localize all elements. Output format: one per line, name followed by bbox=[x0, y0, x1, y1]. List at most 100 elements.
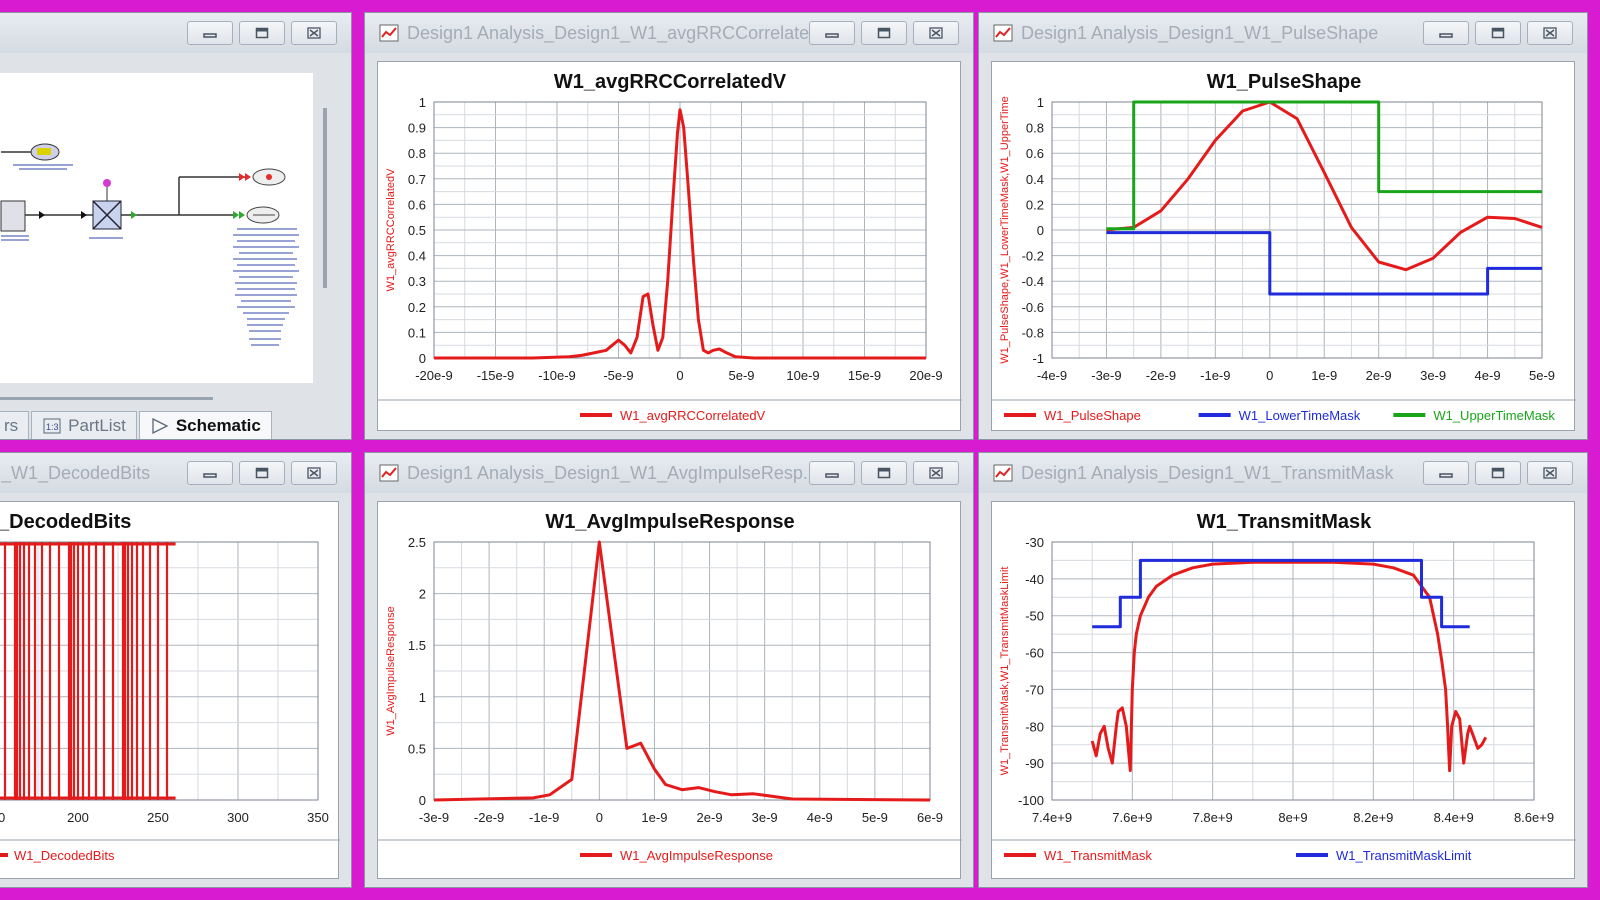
window-title: Design1 Analysis_Design1_W1_PulseShape bbox=[1021, 22, 1379, 43]
partlist-icon: 1:3 bbox=[43, 418, 61, 434]
x-tick-label: 8.2e+9 bbox=[1353, 810, 1393, 825]
minimize-button[interactable] bbox=[1423, 21, 1469, 45]
x-tick-label: -1e-9 bbox=[529, 810, 559, 825]
x-tick-label: 7.8e+9 bbox=[1193, 810, 1233, 825]
close-button[interactable] bbox=[913, 461, 959, 485]
x-tick-label: 15e-9 bbox=[848, 368, 881, 383]
maximize-button[interactable] bbox=[1475, 461, 1521, 485]
minimize-button[interactable] bbox=[809, 461, 855, 485]
minimize-button[interactable] bbox=[1423, 461, 1469, 485]
minimize-button[interactable] bbox=[187, 461, 233, 485]
tab-partlist[interactable]: 1:3 PartList bbox=[31, 411, 137, 439]
maximize-button[interactable] bbox=[861, 461, 907, 485]
close-button[interactable] bbox=[291, 21, 337, 45]
y-tick-label: 0.4 bbox=[408, 249, 426, 264]
maximize-button[interactable] bbox=[239, 21, 285, 45]
impulse-titlebar[interactable]: Design1 Analysis_Design1_W1_AvgImpulseRe… bbox=[365, 453, 973, 493]
y-tick-label: -60 bbox=[1025, 646, 1044, 661]
maximize-icon bbox=[1491, 467, 1505, 479]
close-button[interactable] bbox=[1527, 461, 1573, 485]
x-tick-label: 1e-9 bbox=[641, 810, 667, 825]
schematic-titlebar[interactable] bbox=[0, 13, 351, 53]
y-tick-label: 1 bbox=[1037, 95, 1044, 110]
legend-label: W1_LowerTimeMask bbox=[1239, 408, 1361, 423]
y-tick-label: 0.1 bbox=[408, 325, 426, 340]
pulse-plot-area[interactable]: W1_PulseShape -4e-9 -3e-9 -2e-9 -1e-9 0 1e-9 2e… bbox=[991, 61, 1576, 431]
schematic-canvas[interactable] bbox=[0, 73, 313, 383]
y-tick-label: -40 bbox=[1025, 572, 1044, 587]
plot-frame bbox=[433, 541, 931, 801]
maximize-button[interactable] bbox=[239, 461, 285, 485]
series-line bbox=[1090, 560, 1488, 772]
y-tick-label: 0.3 bbox=[408, 274, 426, 289]
legend-label: W1_DecodedBits bbox=[14, 848, 115, 863]
y-tick-label: 2 bbox=[419, 587, 426, 602]
x-tick-label: 8.6e+9 bbox=[1514, 810, 1554, 825]
mask-titlebar[interactable]: Design1 Analysis_Design1_W1_TransmitMask bbox=[979, 453, 1587, 493]
minimize-icon bbox=[1439, 473, 1453, 478]
series-line bbox=[3, 542, 169, 800]
chart-title: _DecodedBits bbox=[0, 511, 131, 533]
legend-label: W1_UpperTimeMask bbox=[1433, 408, 1555, 423]
window-title: Design1 Analysis_Design1_W1_TransmitMask bbox=[1021, 462, 1394, 483]
y-tick-label: 0 bbox=[419, 351, 426, 366]
series-line bbox=[1106, 100, 1543, 272]
schematic-hscrollbar[interactable] bbox=[0, 397, 213, 400]
legend-label: W1_AvgImpulseResponse bbox=[620, 848, 773, 863]
y-tick-label: -100 bbox=[1018, 793, 1044, 808]
plot-frame bbox=[0, 541, 319, 801]
y-tick-label: 0.6 bbox=[1026, 146, 1044, 161]
y-tick-label: -0.2 bbox=[1022, 249, 1044, 264]
close-button[interactable] bbox=[291, 461, 337, 485]
rrc-chart: W1_avgRRCCorrelatedV -20e-9 -15e-9 -10e-9 -5… bbox=[378, 71, 962, 423]
maximize-button[interactable] bbox=[861, 21, 907, 45]
tab-schematic[interactable]: Schematic bbox=[138, 411, 272, 439]
x-tick-label: 350 bbox=[307, 810, 329, 825]
x-tick-label: -1e-9 bbox=[1200, 368, 1230, 383]
minimize-icon bbox=[825, 33, 839, 38]
decoded-plot-area[interactable]: _DecodedBits 0 200 250 300 350 W1_DecodedBits bbox=[0, 501, 340, 879]
y-axis-label: W1_avgRRCCorrelatedV bbox=[385, 168, 397, 292]
minimize-button[interactable] bbox=[187, 21, 233, 45]
y-tick-label: 0.4 bbox=[1026, 172, 1044, 187]
plot-frame bbox=[1051, 541, 1535, 801]
maximize-button[interactable] bbox=[1475, 21, 1521, 45]
schematic-vscrollbar[interactable] bbox=[323, 108, 327, 288]
pulse-titlebar[interactable]: Design1 Analysis_Design1_W1_PulseShape bbox=[979, 13, 1587, 53]
x-tick-label: 8e+9 bbox=[1278, 810, 1307, 825]
x-tick-label: -2e-9 bbox=[474, 810, 504, 825]
close-button[interactable] bbox=[913, 21, 959, 45]
chart-title: W1_PulseShape bbox=[1207, 71, 1362, 93]
mask-plot-area[interactable]: W1_TransmitMask 7.4e+9 7.6e+9 7.8e+9 8e+9 8.2… bbox=[991, 501, 1576, 879]
minimize-icon bbox=[1439, 33, 1453, 38]
close-icon bbox=[929, 467, 943, 479]
y-tick-label: 0.8 bbox=[408, 146, 426, 161]
close-button[interactable] bbox=[1527, 21, 1573, 45]
decoded-titlebar[interactable]: _W1_DecodedBits bbox=[0, 453, 351, 493]
x-tick-label: 0 bbox=[0, 810, 5, 825]
y-tick-label: 0.9 bbox=[408, 121, 426, 136]
maximize-icon bbox=[255, 27, 269, 39]
series-line bbox=[433, 540, 931, 802]
y-tick-label: 0.7 bbox=[408, 172, 426, 187]
graph-icon bbox=[379, 464, 399, 482]
impulse-plot-area[interactable]: W1_AvgImpulseResponse -3e-9 -2e-9 -1e-9 0 1e-… bbox=[377, 501, 962, 879]
y-tick-label: 0 bbox=[1037, 223, 1044, 238]
plot-frame bbox=[433, 101, 927, 359]
schematic-tabs: rs 1:3 PartList Schematic bbox=[0, 408, 274, 439]
y-tick-label: 1.5 bbox=[408, 638, 426, 653]
legend-label: W1_avgRRCCorrelatedV bbox=[620, 408, 766, 423]
y-tick-label: 0.5 bbox=[408, 223, 426, 238]
minimize-icon bbox=[203, 33, 217, 38]
minimize-button[interactable] bbox=[809, 21, 855, 45]
series-line bbox=[1106, 231, 1542, 296]
rrc-titlebar[interactable]: Design1 Analysis_Design1_W1_avgRRCCorrel… bbox=[365, 13, 973, 53]
x-tick-label: -15e-9 bbox=[477, 368, 515, 383]
window-title: _W1_DecodedBits bbox=[1, 462, 151, 483]
rrc-plot-area[interactable]: W1_avgRRCCorrelatedV -20e-9 -15e-9 -10e-9 -5… bbox=[377, 61, 962, 431]
y-tick-label: 0 bbox=[419, 793, 426, 808]
y-tick-label: -0.8 bbox=[1022, 325, 1044, 340]
schematic-diagram bbox=[0, 143, 299, 346]
tab-rs[interactable]: rs bbox=[0, 411, 30, 439]
x-tick-label: 7.6e+9 bbox=[1112, 810, 1152, 825]
